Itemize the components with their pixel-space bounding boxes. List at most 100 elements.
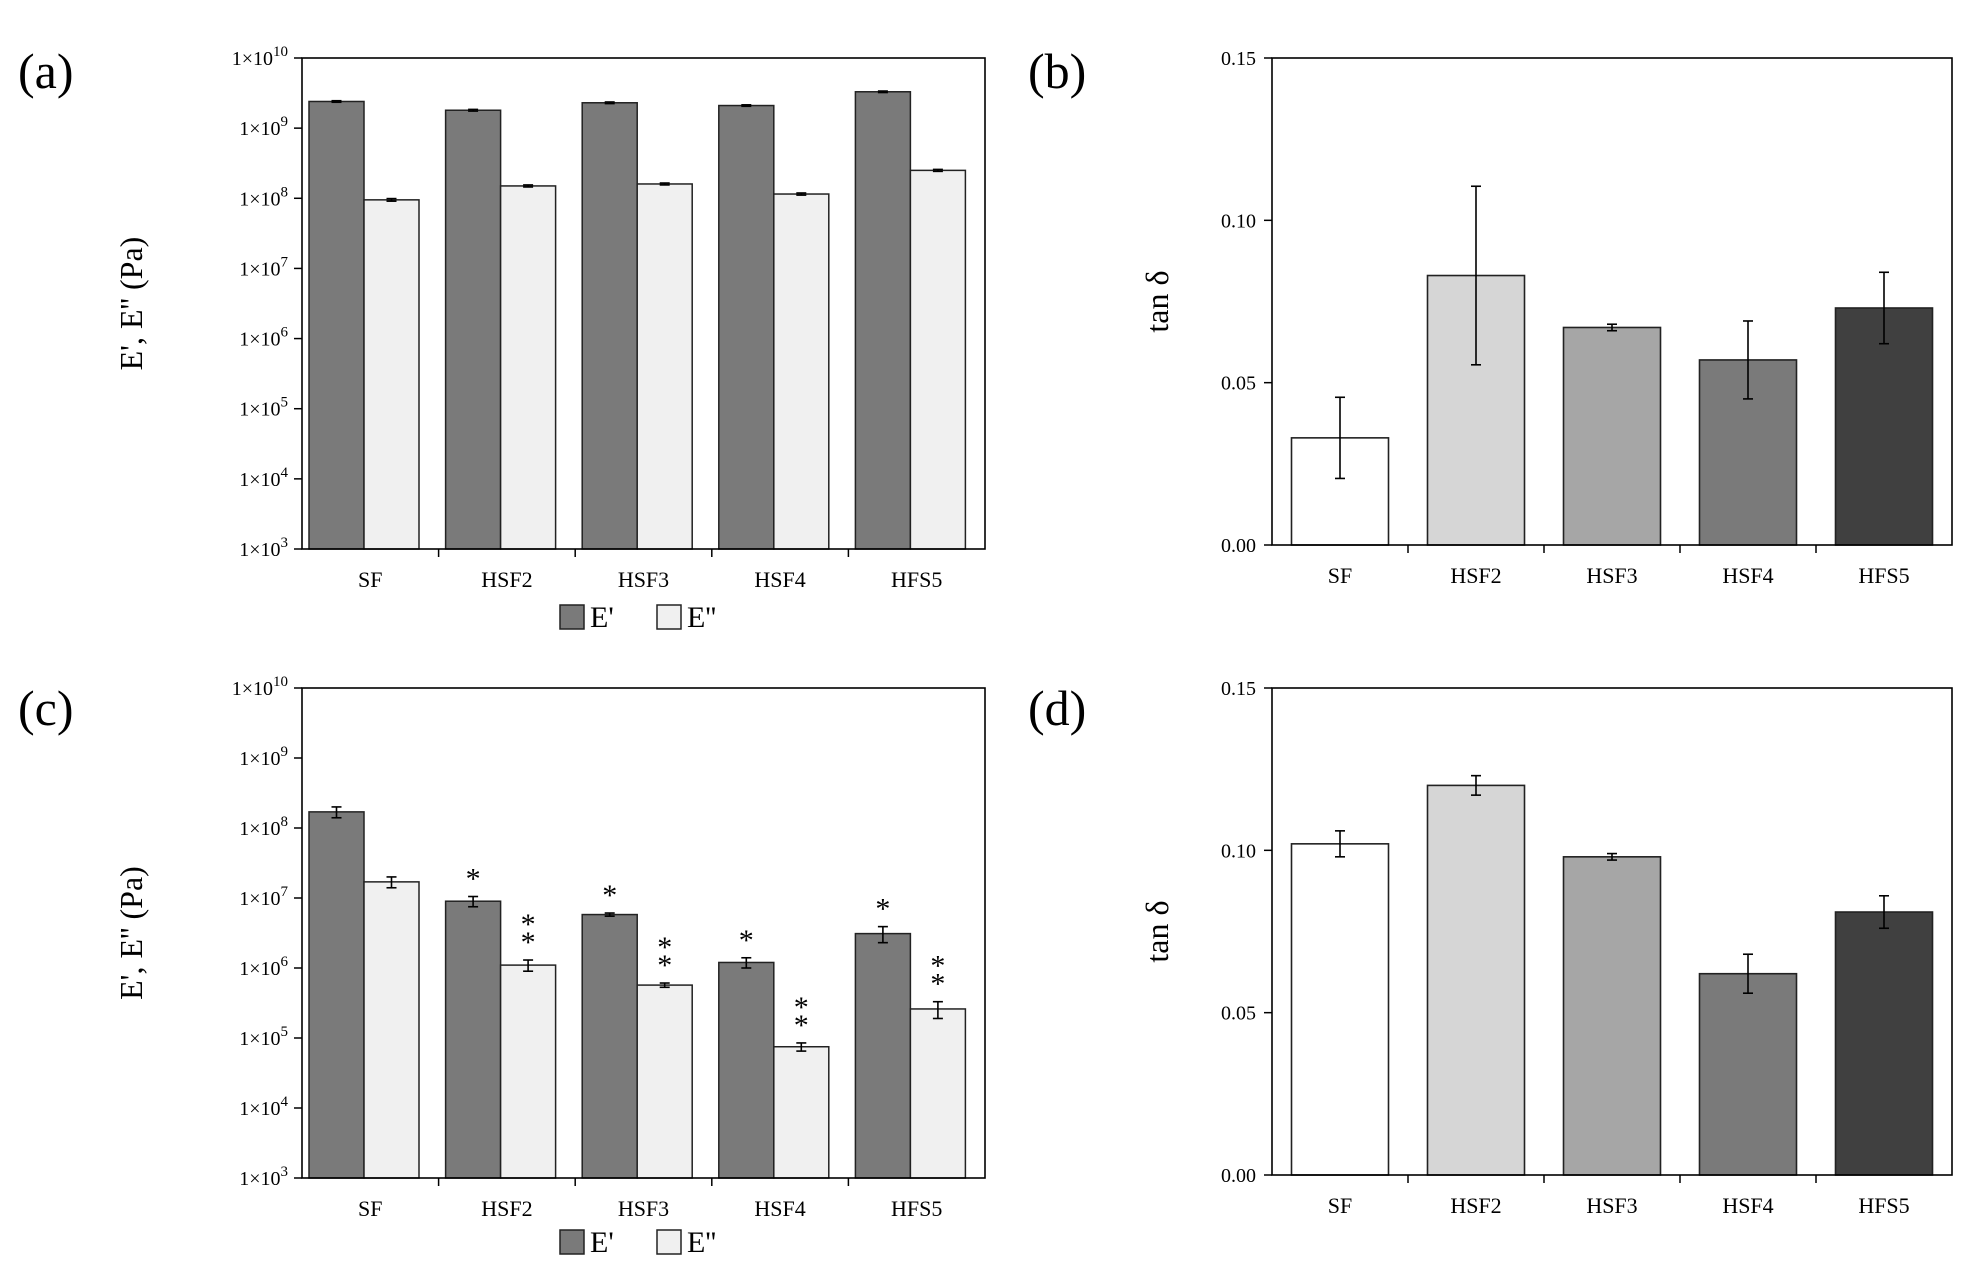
y-tick-label: 1×1010 xyxy=(232,674,288,700)
bar xyxy=(854,91,912,550)
x-tick-label: SF xyxy=(358,1196,382,1221)
x-tick-label: HFS5 xyxy=(891,567,942,592)
bar xyxy=(308,811,365,1179)
y-tick-label: 1×103 xyxy=(239,1164,288,1190)
bar xyxy=(718,104,775,550)
legend-swatch xyxy=(559,604,585,630)
bar xyxy=(909,169,967,550)
legend-swatch xyxy=(656,604,682,630)
significance-mark: * xyxy=(794,991,809,1024)
chart-panel-c: (c) E', E'' (Pa) 1×103 1×104 1×105 1×106 1×107… xyxy=(18,674,986,1259)
y-tick-label: 1×108 xyxy=(239,814,288,840)
legend-label: E'' xyxy=(687,1226,716,1259)
bar xyxy=(1698,972,1798,1176)
bar xyxy=(636,183,693,550)
chart-panel-a: (a) E', E'' (Pa) 1×103 1×104 1×105 1×106 1×107… xyxy=(18,43,986,634)
bar xyxy=(636,984,693,1179)
y-tick-label: 1×109 xyxy=(239,114,288,140)
bar xyxy=(1834,307,1934,546)
x-tick-label: HSF4 xyxy=(1722,563,1773,588)
y-tick-label: 1×107 xyxy=(239,884,288,910)
y-tick-label: 0.15 xyxy=(1221,678,1256,700)
y-tick-label: 1×109 xyxy=(239,744,288,770)
plot-frame xyxy=(301,687,986,1179)
bar xyxy=(1562,856,1662,1176)
bar xyxy=(773,1045,830,1179)
x-tick-label: HSF3 xyxy=(1586,563,1637,588)
significance-mark: * xyxy=(602,879,617,912)
bar xyxy=(1562,326,1662,546)
bar xyxy=(1290,843,1390,1176)
y-tick-label: 1×105 xyxy=(239,395,288,421)
y-tick-label: 1×105 xyxy=(239,1024,288,1050)
y-tick-label: 0.10 xyxy=(1221,210,1256,232)
x-tick-label: SF xyxy=(358,567,382,592)
bar xyxy=(363,199,420,550)
x-tick-label: HSF4 xyxy=(754,567,805,592)
plot-frame xyxy=(1271,687,1953,1176)
y-axis-label: tan δ xyxy=(1139,270,1175,332)
legend-label: E' xyxy=(590,1226,614,1259)
significance-mark: * xyxy=(657,931,672,964)
y-axis-label: E', E'' (Pa) xyxy=(113,866,149,1000)
x-tick-label: HSF3 xyxy=(618,567,669,592)
bar xyxy=(854,932,912,1179)
chart-panel-d: (d) tan δ 0.00 0.05 0.10 0.15 SF HSF2 HSF3 HSF4 HF… xyxy=(1028,678,1953,1218)
panel-label: (b) xyxy=(1028,43,1086,99)
chart-panel-b: (b) tan δ 0.00 0.05 0.10 0.15 SF HSF2 HSF3 HSF4 HF… xyxy=(1028,43,1953,588)
bar xyxy=(444,109,502,550)
significance-mark: * xyxy=(875,893,890,926)
y-axis-label: E', E'' (Pa) xyxy=(113,237,149,371)
bar xyxy=(773,193,830,550)
x-tick-label: HFS5 xyxy=(891,1196,942,1221)
y-tick-label: 0.00 xyxy=(1221,535,1256,557)
legend-label: E'' xyxy=(687,601,716,634)
panel-label: (d) xyxy=(1028,680,1086,736)
x-tick-label: HSF3 xyxy=(618,1196,669,1221)
significance-mark: * xyxy=(657,949,672,982)
x-tick-label: SF xyxy=(1328,563,1352,588)
y-tick-label: 1×106 xyxy=(239,325,288,351)
bar xyxy=(581,102,638,550)
bar xyxy=(1834,911,1934,1176)
x-tick-label: HSF2 xyxy=(1450,1193,1501,1218)
significance-mark: * xyxy=(521,908,536,941)
y-tick-label: 0.15 xyxy=(1221,48,1256,70)
x-tick-label: HFS5 xyxy=(1858,563,1909,588)
y-tick-label: 0.05 xyxy=(1221,373,1256,395)
legend-swatch xyxy=(559,1229,585,1255)
y-tick-label: 1×107 xyxy=(239,254,288,280)
plot-frame xyxy=(1271,57,1953,546)
y-tick-label: 1×104 xyxy=(239,465,288,491)
y-tick-label: 1×108 xyxy=(239,184,288,210)
panel-label: (a) xyxy=(18,43,74,99)
significance-mark: * xyxy=(930,968,945,1001)
y-tick-label: 1×106 xyxy=(239,954,288,980)
panel-label: (c) xyxy=(18,680,74,736)
bar xyxy=(499,964,557,1179)
bar xyxy=(363,881,420,1179)
plot-frame xyxy=(301,57,986,550)
x-tick-label: HSF3 xyxy=(1586,1193,1637,1218)
x-tick-label: HSF4 xyxy=(1722,1193,1773,1218)
y-tick-label: 1×1010 xyxy=(232,44,288,70)
significance-mark: * xyxy=(794,1009,809,1042)
legend: E' E'' xyxy=(559,601,716,634)
y-tick-label: 0.10 xyxy=(1221,840,1256,862)
y-axis-label: tan δ xyxy=(1139,900,1175,962)
significance-mark: * xyxy=(466,863,481,896)
bar xyxy=(499,185,557,550)
legend-swatch xyxy=(656,1229,682,1255)
x-tick-label: HSF2 xyxy=(481,567,532,592)
bar xyxy=(1426,784,1526,1176)
bar xyxy=(444,900,502,1179)
bar xyxy=(581,913,638,1179)
significance-mark: * xyxy=(739,924,754,957)
y-tick-label: 0.05 xyxy=(1221,1003,1256,1025)
y-tick-label: 0.00 xyxy=(1221,1165,1256,1187)
x-tick-label: SF xyxy=(1328,1193,1352,1218)
significance-mark: * xyxy=(930,950,945,983)
x-tick-label: HSF2 xyxy=(1450,563,1501,588)
y-tick-label: 1×103 xyxy=(239,535,288,561)
